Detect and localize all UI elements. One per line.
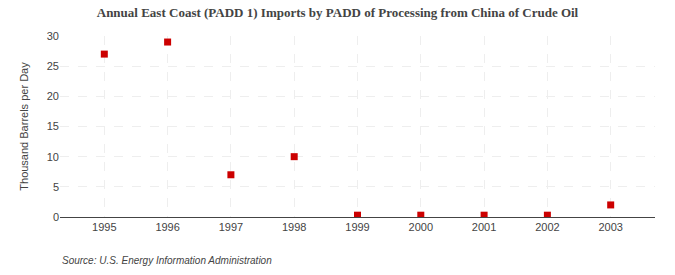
svg-text:1998: 1998 xyxy=(282,221,306,233)
svg-text:1997: 1997 xyxy=(219,221,243,233)
svg-text:0: 0 xyxy=(53,211,59,223)
svg-text:1999: 1999 xyxy=(345,221,369,233)
svg-text:2003: 2003 xyxy=(598,221,622,233)
svg-text:1996: 1996 xyxy=(155,221,179,233)
svg-text:5: 5 xyxy=(53,181,59,193)
svg-text:15: 15 xyxy=(47,120,59,132)
svg-text:20: 20 xyxy=(47,90,59,102)
svg-text:2001: 2001 xyxy=(472,221,496,233)
svg-text:2002: 2002 xyxy=(535,221,559,233)
svg-text:30: 30 xyxy=(47,30,59,42)
svg-text:1995: 1995 xyxy=(92,221,116,233)
svg-text:Annual East Coast (PADD 1) Imp: Annual East Coast (PADD 1) Imports by PA… xyxy=(97,5,579,20)
svg-text:25: 25 xyxy=(47,60,59,72)
svg-text:Source: U.S. Energy Informatio: Source: U.S. Energy Information Administ… xyxy=(62,255,272,266)
svg-text:2000: 2000 xyxy=(409,221,433,233)
svg-text:Thousand Barrels per Day: Thousand Barrels per Day xyxy=(18,62,30,191)
svg-text:10: 10 xyxy=(47,151,59,163)
